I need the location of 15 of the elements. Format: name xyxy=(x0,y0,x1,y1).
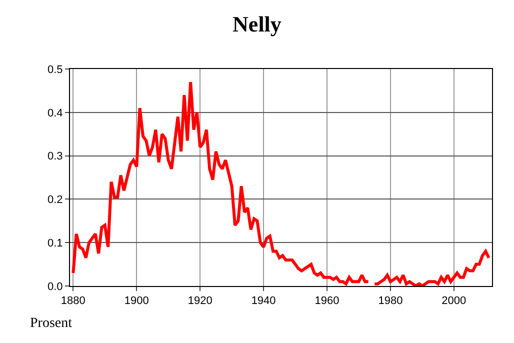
x-tick-label: 1980 xyxy=(378,295,403,308)
x-tick-label: 1900 xyxy=(124,295,149,308)
y-tick-label: 0.1 xyxy=(48,237,63,250)
chart-title: Nelly xyxy=(232,12,282,37)
y-tick-label: 0.4 xyxy=(48,107,63,120)
x-tick-label: 1920 xyxy=(188,295,212,308)
x-tick-label: 1880 xyxy=(60,295,86,308)
y-axis-title: Prosent xyxy=(30,316,72,331)
y-tick-label: 0.5 xyxy=(48,64,63,76)
x-tick-label: 1940 xyxy=(251,295,276,308)
x-tick-label: 2000 xyxy=(442,295,466,308)
y-tick-label: 0.2 xyxy=(48,194,63,206)
y-tick-label: 0.3 xyxy=(48,150,63,163)
y-tick-label: 0.0 xyxy=(48,280,63,293)
x-tick-label: 1960 xyxy=(314,295,340,308)
